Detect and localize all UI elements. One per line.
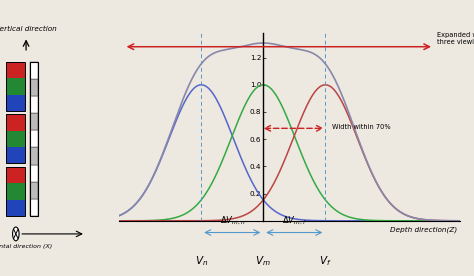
Bar <box>30 62 38 79</box>
Bar <box>30 182 38 199</box>
Text: $V_f$: $V_f$ <box>319 254 332 268</box>
Text: Depth direction(Z): Depth direction(Z) <box>390 226 457 233</box>
Text: $V_n$: $V_n$ <box>195 254 208 268</box>
Bar <box>30 130 38 147</box>
Bar <box>7 200 25 216</box>
Bar <box>7 62 25 78</box>
Bar <box>30 147 38 164</box>
Text: Width within 70%: Width within 70% <box>331 124 390 130</box>
Bar <box>7 94 25 111</box>
Bar <box>7 115 25 131</box>
Bar <box>7 147 25 163</box>
Text: $V_m$: $V_m$ <box>255 254 271 268</box>
Bar <box>30 164 38 182</box>
Text: Horizontal direction (X): Horizontal direction (X) <box>0 244 53 249</box>
Text: $\Delta V_{m,f}$: $\Delta V_{m,f}$ <box>282 214 307 227</box>
Circle shape <box>13 227 19 241</box>
Bar <box>30 199 38 216</box>
Bar <box>30 62 38 216</box>
Text: Vertical direction: Vertical direction <box>0 26 57 32</box>
Bar <box>7 78 25 94</box>
Bar <box>7 131 25 147</box>
Bar <box>7 62 25 111</box>
Bar <box>30 113 38 130</box>
Bar <box>30 79 38 96</box>
Bar <box>30 96 38 113</box>
Text: $\Delta V_{m,n}$: $\Delta V_{m,n}$ <box>219 214 245 227</box>
Bar <box>7 167 25 183</box>
Bar <box>7 115 25 163</box>
Bar <box>7 183 25 200</box>
Bar <box>7 167 25 216</box>
Text: Expanded width by superposed
three viewing zones: Expanded width by superposed three viewi… <box>437 32 474 45</box>
